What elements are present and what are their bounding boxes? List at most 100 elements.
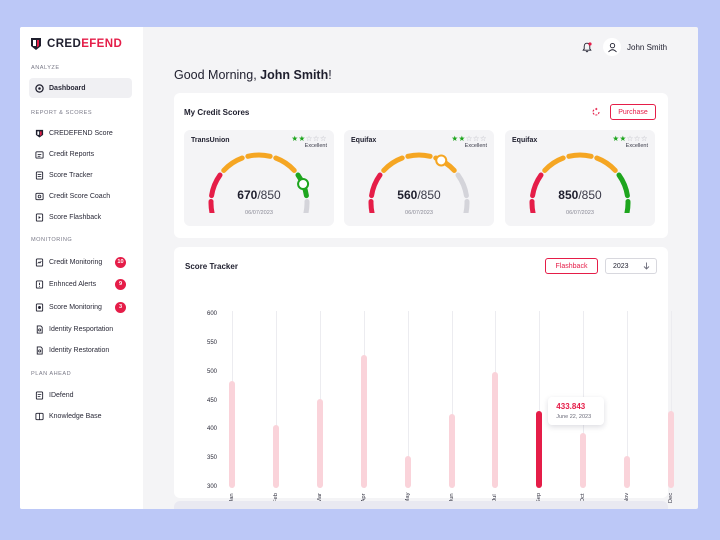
bar-mar[interactable] xyxy=(316,398,323,488)
sidebar-item-label: Identity Resportation xyxy=(49,325,114,333)
sidebar-item-idefend[interactable]: IDefend xyxy=(29,385,132,405)
y-tick-label: 450 xyxy=(206,397,217,404)
coach-icon xyxy=(35,192,44,200)
section-analyze: ANALYZE xyxy=(31,65,60,71)
gauge-segment xyxy=(381,155,405,173)
sidebar-item-credit-score-coach[interactable]: Credit Score Coach xyxy=(29,186,132,206)
user-name[interactable]: John Smith xyxy=(627,43,668,52)
sidebar-item-label: Score Flashback xyxy=(49,213,102,221)
y-tick-label: 600 xyxy=(206,311,217,317)
sidebar-item-credit-reports[interactable]: Credit Reports xyxy=(29,144,132,164)
idefend-icon xyxy=(35,390,44,400)
arrow-down-icon xyxy=(643,262,650,270)
gauge-segment xyxy=(245,152,273,159)
sidebar-item-label: Score Tracker xyxy=(49,171,93,179)
bar-sep[interactable] xyxy=(536,410,543,488)
sidebar-item-label: Score Monitoring xyxy=(49,303,102,311)
score-bar-chart: 600 550 500 450 400 350 300 Jan Feb Mar Apr May Jun J… xyxy=(174,247,674,503)
tooltip-date: June 22, 2023 xyxy=(556,413,592,420)
rating-label: Excellent xyxy=(625,143,648,149)
score-date: 06/07/2023 xyxy=(405,210,433,216)
sidebar-item-dashboard[interactable]: Dashboard xyxy=(29,78,132,98)
bar-jul[interactable] xyxy=(492,371,499,488)
rating-label: Excellent xyxy=(464,143,487,149)
flashback-icon xyxy=(35,212,44,222)
bureau-name: TransUnion xyxy=(191,137,230,144)
monitoring-icon xyxy=(35,257,44,267)
score-gauge xyxy=(208,152,310,213)
gauge-segment xyxy=(529,198,536,213)
purchase-button[interactable]: Purchase xyxy=(610,104,656,120)
score-gauge xyxy=(368,152,470,213)
sidebar-item-label: Identity Restoration xyxy=(49,346,110,354)
gauge-segment xyxy=(463,198,470,213)
year-select-value: 2023 xyxy=(613,262,629,270)
sidebar-item-knowledge-base[interactable]: Knowledge Base xyxy=(29,406,132,426)
x-tick-label: Dec xyxy=(668,492,674,504)
bar-track xyxy=(275,311,277,488)
sidebar-item-label: IDefend xyxy=(49,391,74,399)
credefend-logo-icon xyxy=(35,129,44,138)
year-select[interactable]: 2023 xyxy=(605,258,657,274)
sidebar-item-score-flashback[interactable]: Score Flashback xyxy=(29,207,132,227)
gauge-segment xyxy=(624,198,631,213)
sidebar: CREDEFEND ANALYZE Dashboard REPORT & SCO… xyxy=(20,27,143,509)
gauge-segment xyxy=(368,198,375,213)
sidebar-item-label: Knowledge Base xyxy=(49,412,102,420)
avatar[interactable] xyxy=(603,38,621,56)
bar-nov[interactable] xyxy=(624,456,631,488)
flashback-button[interactable]: Flashback xyxy=(545,258,598,274)
credit-score-value: 670/850 xyxy=(237,188,281,202)
sidebar-item-score-tracker[interactable]: Score Tracker xyxy=(29,165,132,185)
gauge-marker xyxy=(435,154,448,167)
bar-jan[interactable] xyxy=(229,381,235,488)
brand-logo[interactable]: CREDEFEND xyxy=(30,37,122,51)
bar-apr[interactable] xyxy=(360,355,367,488)
user-icon xyxy=(607,42,617,52)
y-tick-label: 550 xyxy=(206,339,217,346)
credit-report-icon xyxy=(35,150,44,159)
credit-scores-card: My Credit Scores Purchase TransUnion ★★☆☆… xyxy=(174,93,668,238)
bureau-card[interactable]: Equifax ★★☆☆☆ Excellent 850/850 06/07/2023 xyxy=(505,130,655,226)
gauge-segment xyxy=(273,155,297,173)
refresh-icon[interactable] xyxy=(591,107,601,117)
bar-dec[interactable] xyxy=(668,411,674,488)
bar-may[interactable] xyxy=(404,456,411,488)
sidebar-item-identity-resportation[interactable]: Identity Resportation xyxy=(29,319,132,339)
score-tracker-card: Score Tracker Flashback 2023 600 550 500 45… xyxy=(174,247,674,503)
sidebar-item-score-monitoring[interactable]: Score Monitoring 3 xyxy=(29,297,132,317)
score-monitor-icon xyxy=(35,302,44,312)
bureau-card[interactable]: Equifax ★★☆☆☆ Excellent 560/850 06/07/2023 xyxy=(344,130,494,226)
bureau-name: Equifax xyxy=(351,137,377,144)
identity-icon xyxy=(36,324,43,334)
score-date: 06/07/2023 xyxy=(566,210,594,216)
bureau-name: Equifax xyxy=(512,137,538,144)
count-badge: 3 xyxy=(115,301,126,313)
sidebar-item-credit-monitoring[interactable]: Credit Monitoring 10 xyxy=(29,252,132,272)
sidebar-item-label: Credit Score Coach xyxy=(49,192,111,200)
sidebar-item-label: Credit Reports xyxy=(49,150,95,158)
bar-track xyxy=(671,311,672,488)
bar-jun[interactable] xyxy=(448,414,455,488)
identity-restore-icon xyxy=(36,345,43,355)
y-tick-label: 400 xyxy=(206,426,217,433)
sidebar-item-enhanced-alerts[interactable]: Enhnced Alerts 9 xyxy=(29,274,132,294)
gauge-segment xyxy=(405,152,433,159)
bureau-card[interactable]: TransUnion ★★☆☆☆ Excellent 670/850 06/07/202… xyxy=(184,130,334,226)
section-monitoring: MONITORING xyxy=(31,237,73,243)
bell-icon[interactable] xyxy=(582,42,592,53)
bar-feb[interactable] xyxy=(272,424,279,488)
sidebar-item-label: Enhnced Alerts xyxy=(49,280,97,288)
sidebar-item-label: CREDEFEND Score xyxy=(49,129,113,137)
bar-oct[interactable] xyxy=(580,433,587,488)
tracker-icon xyxy=(35,170,44,180)
sidebar-item-credefend-score[interactable]: CREDEFEND Score xyxy=(29,123,132,143)
score-tracker-title: Score Tracker xyxy=(185,262,238,271)
sidebar-item-identity-restoration[interactable]: Identity Restoration xyxy=(29,340,132,360)
star-rating: ★★☆☆☆ xyxy=(451,134,487,143)
y-tick-label: 300 xyxy=(206,484,217,490)
score-date: 06/07/2023 xyxy=(245,210,273,216)
star-rating: ★★☆☆☆ xyxy=(291,134,327,143)
sidebar-item-label: Dashboard xyxy=(49,84,86,92)
gauge-segment xyxy=(303,198,310,213)
